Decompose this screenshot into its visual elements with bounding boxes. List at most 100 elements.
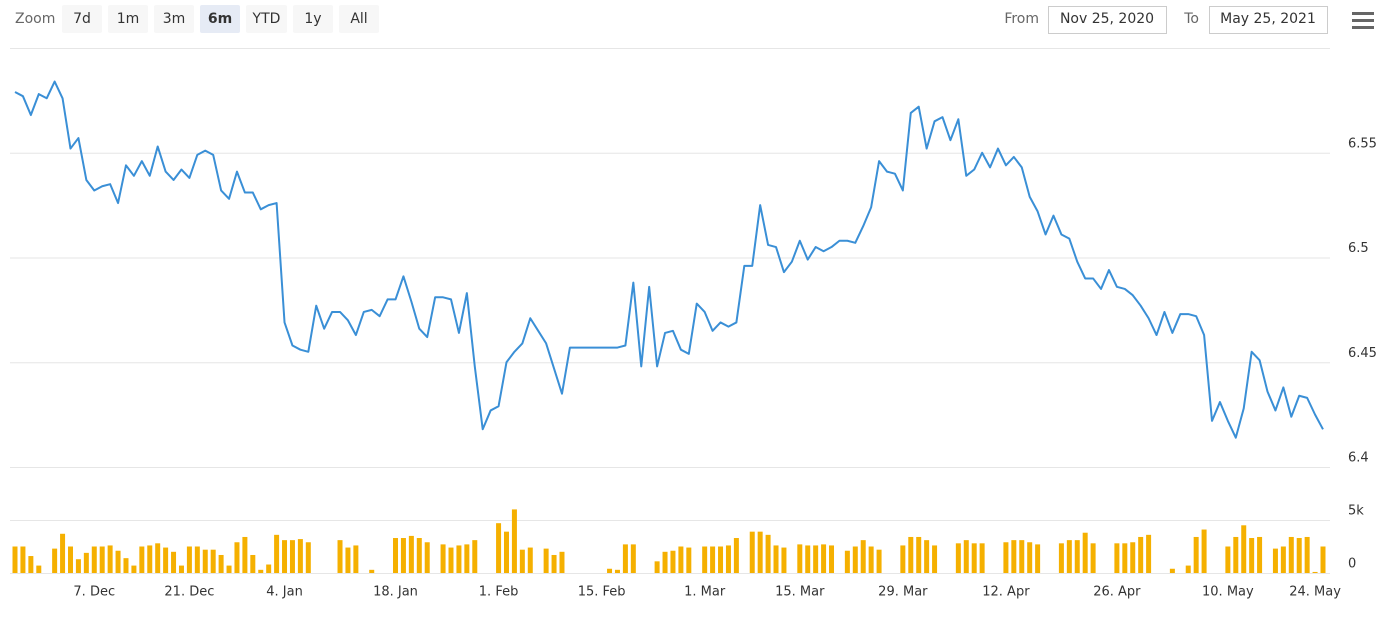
zoom-button[interactable] [293,5,333,33]
volume-bar [1225,546,1231,573]
volume-bar [123,558,129,573]
from-value[interactable]: Nov 25, 2020 [1060,11,1154,27]
volume-bar [733,538,739,573]
volume-bar [1312,571,1318,573]
zoom-button[interactable] [246,5,287,33]
volume-bar [194,546,200,573]
volume-bar [155,543,161,573]
y-tick-label: 6.5 [1348,241,1369,256]
volume-bar [440,544,446,573]
volume-bar [171,551,177,573]
volume-bar [1027,542,1033,573]
volume-bar [559,551,565,573]
menu-bar [1352,26,1374,29]
volume-bar [424,542,430,573]
volume-bar [289,540,295,573]
volume-bar [622,544,628,573]
x-tick-label: 7. Dec [73,585,115,600]
x-tick-label: 1. Feb [479,585,519,600]
volume-bar [1280,546,1286,573]
zoom-button[interactable] [200,5,240,33]
volume-bar [678,546,684,573]
y-tick-label: 6.4 [1348,451,1369,466]
zoom-button-label[interactable]: YTD [252,11,281,27]
price-line [14,80,1324,439]
volume-bar [725,545,731,573]
volume-bar [107,545,113,573]
volume-bar [91,546,97,573]
volume-bar [75,559,81,573]
volume-bar [805,545,811,573]
zoom-button-label[interactable]: 1m [117,11,140,27]
x-tick-label: 21. Dec [164,585,214,600]
y-tick-label: 6.55 [1348,136,1377,151]
to-label: To [1183,11,1199,27]
volume-bar [147,545,153,573]
menu-button[interactable] [1350,6,1376,32]
volume-bar [393,538,399,573]
volume-bar [83,552,89,573]
volume-bar [1320,546,1326,573]
zoom-button-label[interactable]: 7d [73,11,91,27]
volume-bar [218,554,224,573]
volume-bar [28,556,34,573]
volume-bar [282,540,288,573]
volume-bar [686,547,692,573]
zoom-button-label[interactable]: 1y [304,11,321,27]
zoom-button-label[interactable]: 3m [163,11,186,27]
y-tick-label: 0 [1348,557,1356,572]
volume-bar [472,540,478,573]
volume-bar [932,545,938,573]
volume-bar [1185,565,1191,573]
volume-bar [718,546,724,573]
volume-bar [955,543,961,573]
volume-bar [337,540,343,573]
zoom-button-label[interactable]: All [350,11,367,27]
volume-bar [67,546,73,573]
volume-bar [607,568,613,573]
volume-bar [702,546,708,573]
volume-bar [60,533,66,573]
volume-bar [551,554,557,573]
volume-bar [305,542,311,573]
to-input[interactable] [1209,6,1328,34]
volume-bar [1193,536,1199,573]
volume-bar [654,561,660,573]
volume-bar [12,546,18,573]
volume-bar [876,549,882,573]
volume-bar [242,536,248,573]
zoom-button[interactable] [154,5,194,33]
volume-bar [1122,543,1128,573]
volume-bar [963,540,969,573]
volume-bar [234,542,240,573]
to-value[interactable]: May 25, 2021 [1220,11,1316,27]
zoom-button[interactable] [62,5,102,33]
menu-bar [1352,19,1374,22]
volume-bar [852,546,858,573]
menu-bar [1352,12,1374,15]
zoom-button[interactable] [108,5,148,33]
volume-bar [844,550,850,573]
y-tick-label: 5k [1348,504,1364,519]
volume-bar [1233,536,1239,573]
x-tick-label: 18. Jan [373,585,418,600]
volume-bar [131,565,137,573]
x-tick-label: 15. Feb [578,585,626,600]
volume-bar [908,536,914,573]
volume-bar [1257,536,1263,573]
zoom-button[interactable] [339,5,379,33]
volume-bar [353,545,359,573]
volume-bar [496,523,502,573]
volume-bar [400,538,406,573]
x-tick-label: 1. Mar [684,585,726,600]
volume-bar [614,569,620,573]
zoom-button-label[interactable]: 6m [208,11,232,27]
volume-bar [1019,540,1025,573]
volume-bar [868,546,874,573]
volume-bar [924,540,930,573]
volume-bar [821,544,827,573]
volume-bar [1011,540,1017,573]
from-input[interactable] [1048,6,1167,34]
volume-bar [527,547,533,573]
volume-bar [416,538,422,573]
